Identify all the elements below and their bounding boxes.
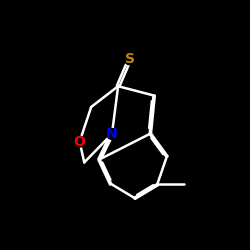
Text: O: O [74, 135, 86, 149]
Text: S: S [125, 52, 135, 66]
Text: N: N [106, 127, 118, 141]
Circle shape [74, 136, 85, 147]
Circle shape [124, 54, 135, 65]
Circle shape [106, 128, 117, 139]
